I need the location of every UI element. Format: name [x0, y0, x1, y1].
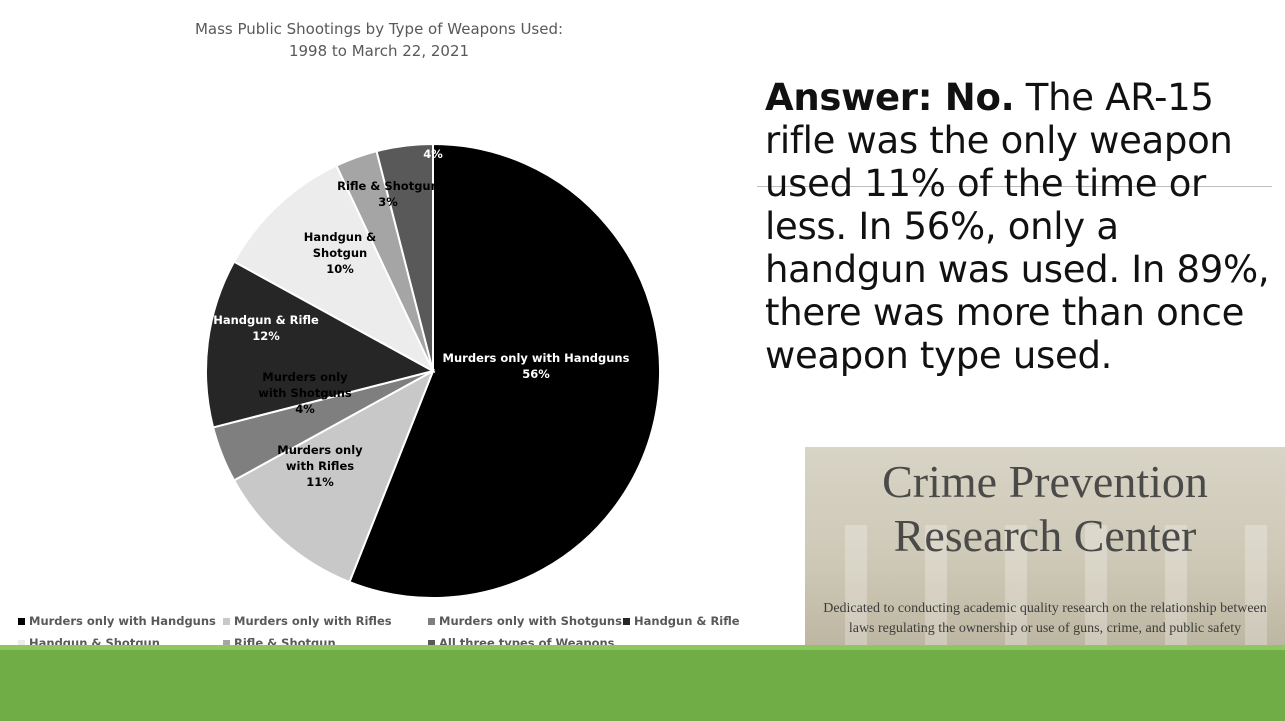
legend-swatch — [623, 618, 630, 625]
slice-label-murders-only-with-shotguns: Murders only with Shotguns 4% — [258, 370, 352, 416]
legend-item-handgun-rifle: Handgun & Rifle — [623, 614, 740, 628]
pie-slice-handgun-shotgun — [232, 164, 436, 374]
legend-label: Murders only with Handguns — [29, 614, 216, 628]
slice-label-murders-only-with-handguns: Murders only with Handguns 56% — [443, 351, 630, 381]
legend-label: Murders only with Rifles — [234, 614, 392, 628]
pie-slice-murders-only-with-handguns — [348, 142, 661, 599]
legend-swatch — [428, 618, 435, 625]
pie-slice-murders-only-with-rifles — [232, 368, 435, 584]
logo-subtitle: Dedicated to conducting academic quality… — [823, 601, 1267, 636]
chart-title-line-2: 1998 to March 22, 2021 — [288, 42, 470, 60]
legend-swatch — [18, 618, 25, 625]
chart-title-line-1: Mass Public Shootings by Type of Weapons… — [194, 20, 564, 38]
pie-chart: Mass Public Shootings by Type of Weapons… — [8, 12, 750, 650]
crpc-logo: Crime Prevention Research Center Dedicat… — [805, 447, 1285, 645]
slice-label-handgun-shotgun: Handgun & Shotgun 10% — [304, 230, 376, 276]
legend-swatch — [223, 640, 230, 647]
slice-label-handgun-rifle: Handgun & Rifle 12% — [213, 313, 319, 343]
pie-slice-all-three-types-of-weapons — [375, 142, 434, 372]
legend-swatch — [18, 640, 25, 647]
legend-swatch — [223, 618, 230, 625]
slice-label-rifle-shotgun: Rifle & Shotgun 3% — [337, 179, 439, 209]
answer-body: The AR-15 rifle was the only weapon used… — [765, 76, 1270, 377]
logo-title-line-1: Crime Prevention — [882, 456, 1208, 507]
legend-item-murders-only-with-rifles: Murders only with Rifles — [223, 614, 392, 628]
logo-title-line-2: Research Center — [893, 510, 1197, 561]
answer-text: Answer: No. The AR-15 rifle was the only… — [765, 76, 1285, 377]
answer-lead: Answer: No. — [765, 76, 1015, 119]
footer-bar — [0, 645, 1285, 721]
pie-slice-handgun-rifle — [205, 260, 436, 429]
legend-swatch — [428, 640, 435, 647]
slice-label-murders-only-with-rifles: Murders only with Rifles 11% — [277, 443, 363, 489]
legend-item-murders-only-with-shotguns: Murders only with Shotguns — [428, 614, 622, 628]
legend-label: Handgun & Rifle — [634, 614, 740, 628]
chart-title: Mass Public Shootings by Type of Weapons… — [8, 18, 750, 62]
divider-line — [757, 186, 1272, 187]
legend-item-murders-only-with-handguns: Murders only with Handguns — [18, 614, 216, 628]
legend-label: Murders only with Shotguns — [439, 614, 622, 628]
logo-title: Crime Prevention Research Center — [805, 455, 1285, 563]
slice-label-all-three-types-of-weapons: All three types of Weapons 4% — [385, 115, 481, 161]
pie-svg: Murders only with Handguns 56% Murders onl… — [205, 115, 661, 599]
